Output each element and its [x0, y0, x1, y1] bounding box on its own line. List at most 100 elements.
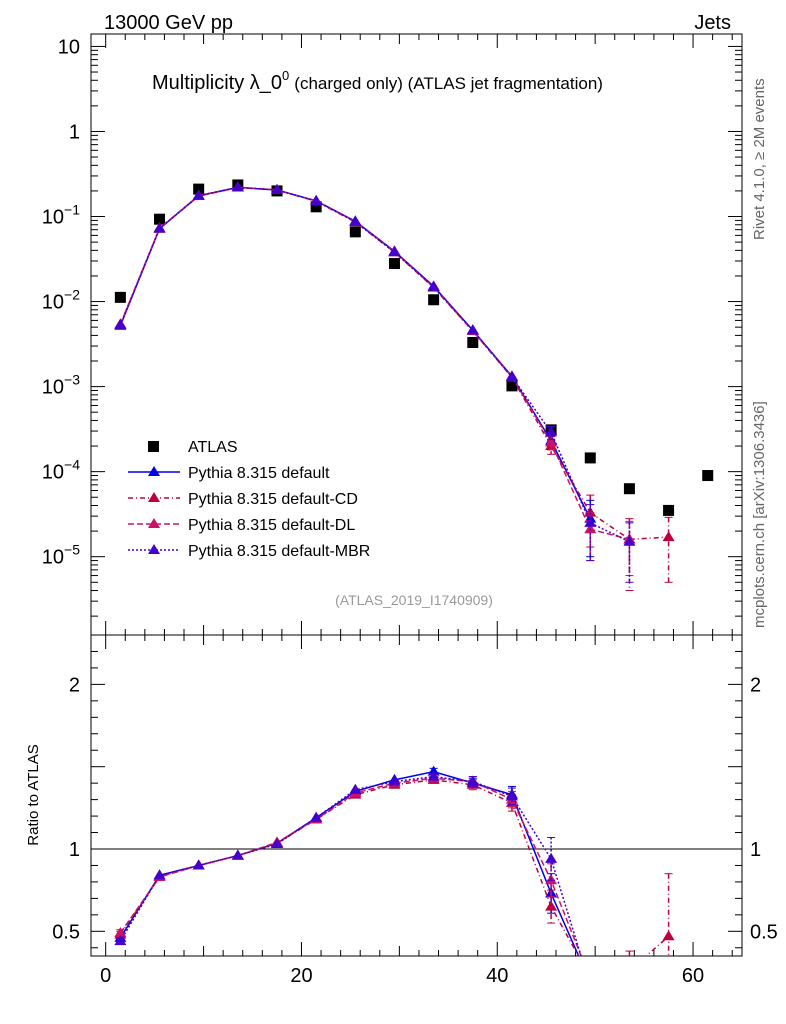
legend-label-default: Pythia 8.315 default — [188, 465, 330, 482]
ratio-point-pythia-8-315-default-mbr — [505, 790, 518, 801]
ratio-point-pythia-8-315-default-mbr — [466, 775, 479, 786]
legend-entry-default: Pythia 8.315 default — [128, 465, 330, 482]
x-tick-label: 40 — [486, 965, 508, 987]
data-point-atlas — [467, 337, 479, 349]
ratio-point-pythia-8-315-default-mbr — [310, 811, 323, 822]
x-axis: 0 20 40 60 — [100, 34, 733, 987]
ratio-point-pythia-8-315-default-mbr — [349, 783, 362, 794]
ratio-point-pythia-8-315-default-dl — [114, 926, 127, 937]
y-tick-label: 10−4 — [42, 457, 80, 484]
data-point-pythia-8-315-default-mbr — [114, 319, 127, 330]
legend-marker-atlas — [148, 441, 159, 452]
legend-marker-default — [148, 466, 160, 476]
legend-marker-dl — [148, 518, 160, 528]
ratio-point-pythia-8-315-default-mbr — [231, 849, 244, 860]
ratio-point-pythia-8-315-default-dl — [584, 973, 596, 983]
legend-label-mbr: Pythia 8.315 default-MBR — [188, 543, 370, 560]
title-suffix: (charged only) (ATLAS jet fragmentation) — [294, 74, 603, 93]
data-point-pythia-8-315-default-mbr — [349, 215, 362, 226]
ratio-axis-label: Ratio to ATLAS — [25, 744, 42, 845]
legend-entry-atlas: ATLAS — [148, 439, 238, 456]
rivet-version-label: Rivet 4.1.0, ≥ 2M events — [751, 78, 768, 240]
y-tick-label: 10−5 — [42, 542, 80, 569]
data-point-atlas — [349, 226, 361, 238]
ratio-point-pythia-8-315-default-cd — [623, 965, 635, 975]
ratio-tick-label-left: 1 — [69, 839, 80, 861]
data-point-atlas — [506, 380, 518, 392]
y-tick-label: 10 — [58, 36, 80, 58]
data-point-atlas — [310, 201, 322, 213]
legend-label-atlas: ATLAS — [188, 439, 238, 456]
plot-title: Multiplicity λ_00 (charged only) (ATLAS j… — [152, 68, 603, 94]
data-point-pythia-8-315-default-mbr — [584, 516, 597, 527]
ratio-tick-label-left: 2 — [69, 674, 80, 696]
series-line-pythia-8-315-default-dl — [119, 186, 630, 541]
data-point-atlas — [114, 291, 126, 303]
ratio-point-pythia-8-315-default-mbr — [427, 770, 440, 781]
y-tick-label: 1 — [69, 121, 80, 143]
ratio-point-pythia-8-315-default-cd — [545, 900, 558, 911]
series-line-pythia-8-315-default-cd — [119, 186, 669, 541]
title-main: Multiplicity λ_0 — [152, 72, 282, 94]
ratio-point-pythia-8-315-default-cd — [584, 971, 596, 981]
ratio-point-pythia-8-315-default-mbr — [114, 935, 127, 946]
ratio-line-pythia-8-315-default — [119, 770, 580, 956]
ratio-tick-label-left: 0.5 — [52, 921, 80, 943]
ratio-plot-area — [90, 634, 743, 957]
mcplots-source-label: mcplots.cern.ch [arXiv:1306.3436] — [751, 401, 768, 628]
ratio-line-pythia-8-315-default-mbr — [119, 775, 582, 956]
ratio-point-pythia-8-315-default — [584, 976, 596, 986]
ratio-line-pythia-8-315-default-cd — [119, 779, 670, 956]
data-point-pythia-8-315-default-dl — [545, 436, 558, 447]
legend-marker-cd — [148, 492, 160, 502]
data-point-pythia-8-315-default-mbr — [388, 246, 401, 257]
series-line-pythia-8-315-default-mbr — [119, 186, 630, 543]
ratio-point-pythia-8-315-default-mbr — [192, 859, 205, 870]
data-point-atlas — [154, 213, 166, 225]
data-point-atlas — [428, 294, 440, 306]
x-tick-label: 60 — [682, 965, 704, 987]
data-point-atlas — [388, 258, 400, 270]
title-superscript: 0 — [282, 68, 289, 83]
analysis-tag: (ATLAS_2019_I1740909) — [335, 592, 493, 608]
x-tick-label: 20 — [290, 965, 312, 987]
data-point-pythia-8-315-default-mbr — [271, 184, 283, 195]
legend-label-dl: Pythia 8.315 default-DL — [188, 517, 355, 534]
data-point-atlas — [623, 483, 635, 495]
header-process-label: Jets — [694, 12, 731, 34]
ratio-point-pythia-8-315-default-cd — [662, 930, 675, 941]
data-point-pythia-8-315-default-mbr — [545, 426, 558, 437]
ratio-point-pythia-8-315-default-mbr — [545, 852, 558, 863]
y-tick-label: 10−1 — [42, 202, 80, 229]
ratio-point-pythia-8-315-default-mbr — [388, 775, 401, 786]
ratio-tick-label-right: 0.5 — [750, 921, 778, 943]
x-tick-label: 0 — [100, 965, 111, 987]
data-point-pythia-8-315-default-cd — [662, 531, 675, 542]
data-point-pythia-8-315-default-mbr — [310, 195, 323, 206]
main-series-group — [114, 179, 714, 592]
data-point-atlas — [193, 183, 205, 195]
ratio-y-axis: 0.5 0.5 1 1 2 2 — [52, 650, 778, 949]
data-point-pythia-8-315-default-dl — [584, 523, 597, 534]
ratio-point-pythia-8-315-default-mbr — [153, 869, 166, 880]
y-tick-label: 10−3 — [42, 372, 80, 399]
data-point-pythia-8-315-default-mbr — [192, 189, 205, 200]
legend: ATLAS Pythia 8.315 default Pythia 8.315 … — [128, 439, 370, 560]
legend-entry-dl: Pythia 8.315 default-DL — [128, 517, 355, 534]
ratio-tick-label-right: 2 — [750, 674, 761, 696]
y-tick-label: 10−2 — [42, 287, 80, 314]
legend-entry-cd: Pythia 8.315 default-CD — [128, 491, 358, 508]
data-point-pythia-8-315-default-mbr — [505, 370, 518, 381]
data-point-atlas — [702, 470, 714, 482]
ratio-tick-label-right: 1 — [750, 839, 761, 861]
data-point-atlas — [663, 504, 675, 516]
ratio-point-pythia-8-315-default-mbr — [271, 838, 283, 849]
data-point-pythia-8-315-default-mbr — [427, 280, 440, 291]
data-point-pythia-8-315-default-mbr — [231, 181, 244, 192]
header-energy-label: 13000 GeV pp — [104, 12, 233, 34]
main-y-axis: 10 1 10−1 10−2 10−3 10−4 10−5 — [42, 36, 742, 617]
legend-entry-mbr: Pythia 8.315 default-MBR — [128, 543, 370, 560]
data-point-pythia-8-315-default-mbr — [623, 535, 636, 546]
data-point-pythia-8-315-default-mbr — [466, 324, 479, 335]
